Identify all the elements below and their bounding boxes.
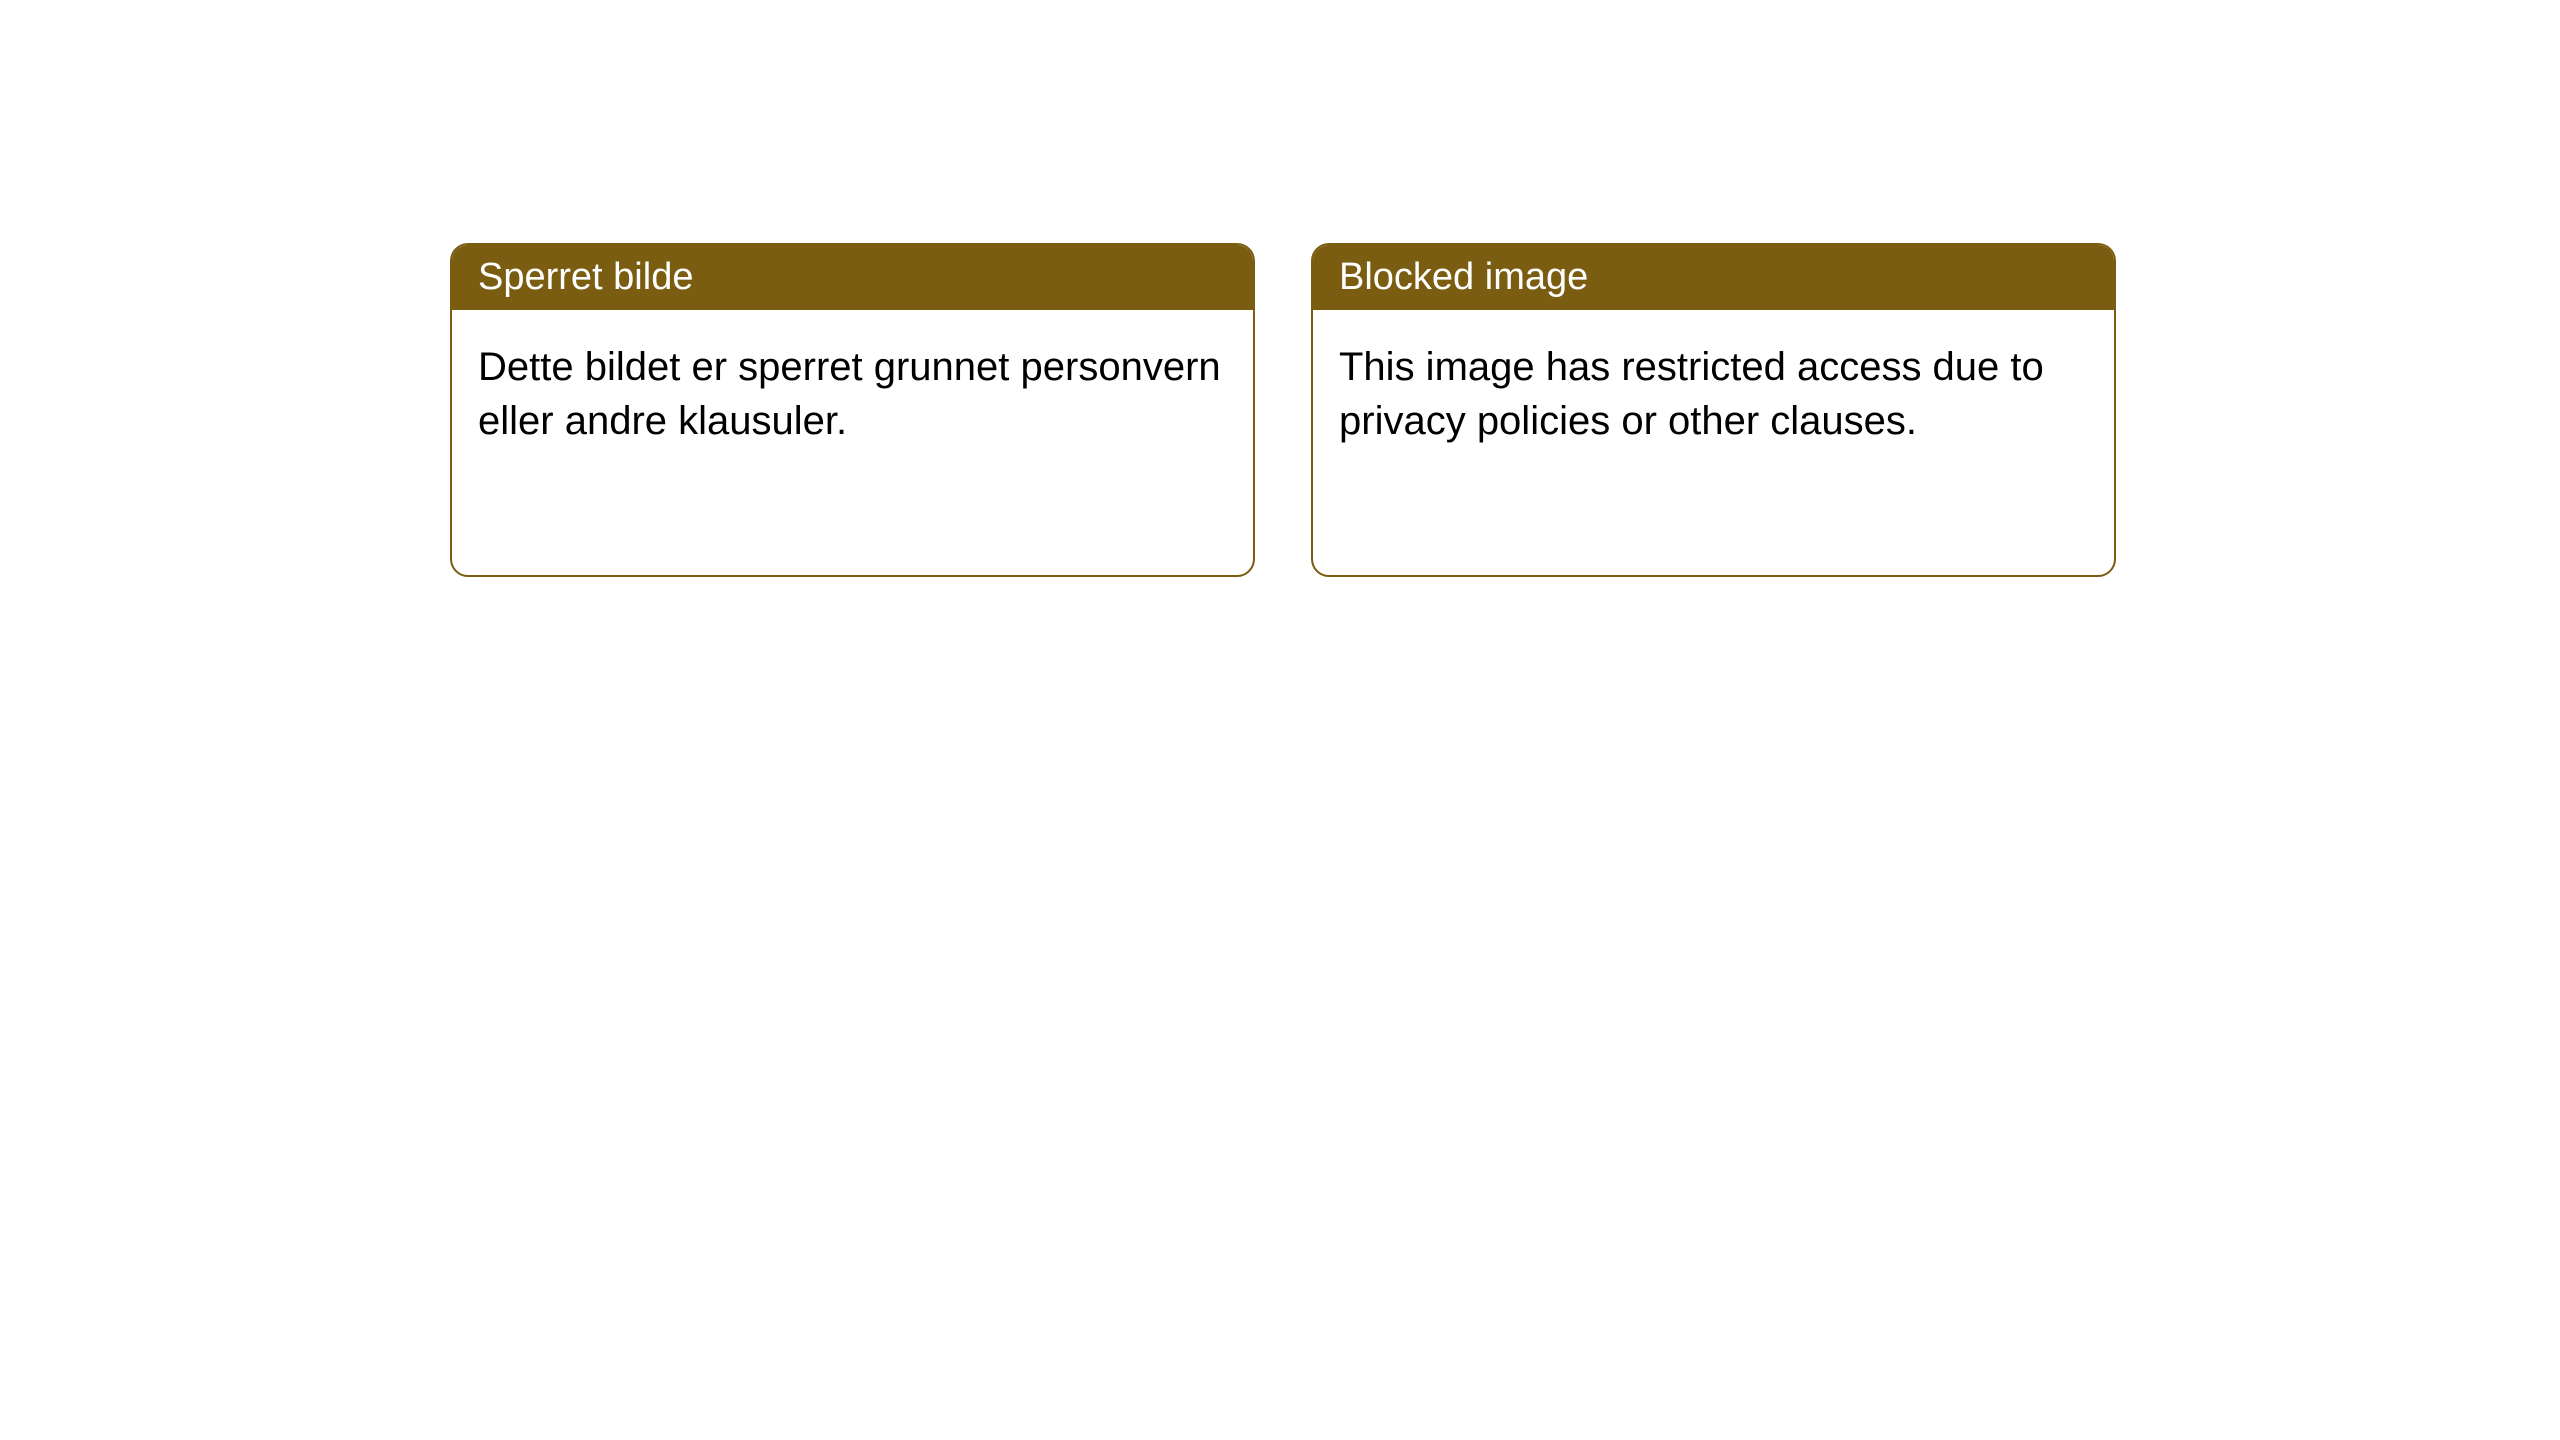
cards-container: Sperret bilde Dette bildet er sperret gr… (450, 243, 2116, 577)
card-header: Sperret bilde (452, 245, 1253, 310)
blocked-image-card-en: Blocked image This image has restricted … (1311, 243, 2116, 577)
card-body: This image has restricted access due to … (1313, 310, 2114, 478)
blocked-image-card-no: Sperret bilde Dette bildet er sperret gr… (450, 243, 1255, 577)
card-header: Blocked image (1313, 245, 2114, 310)
card-body: Dette bildet er sperret grunnet personve… (452, 310, 1253, 478)
